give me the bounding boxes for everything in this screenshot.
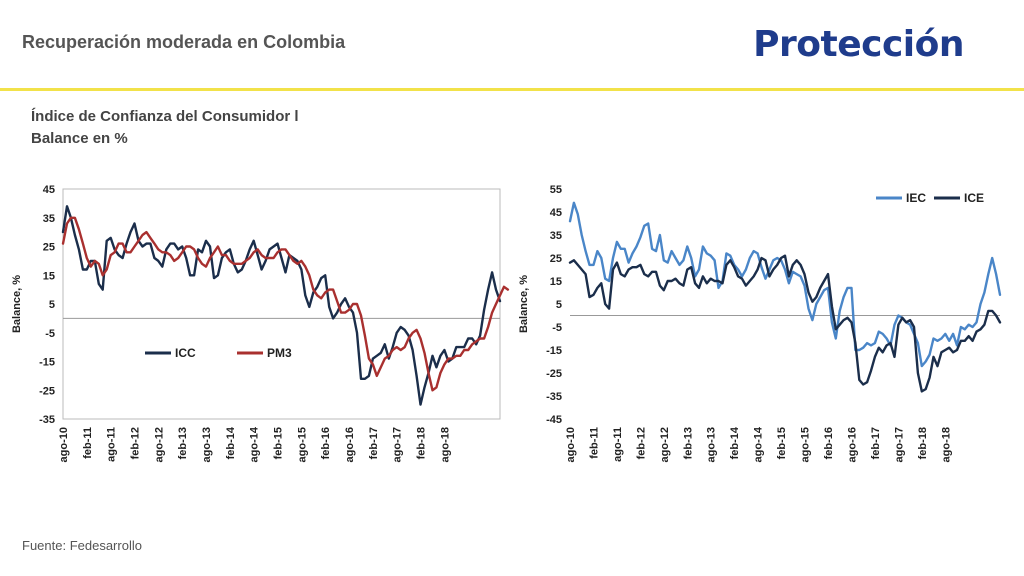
x-tick-label: ago-10 xyxy=(58,427,70,462)
x-tick-label: feb-12 xyxy=(130,427,142,459)
x-tick-label: feb-15 xyxy=(273,427,285,459)
plot-frame xyxy=(62,188,501,420)
iec-ice-chart: -45 -35 -25 -15 -5 5 15 25 35 45 55 Balance, % ago-1… xyxy=(518,184,1002,462)
x-tick-label: ago-11 xyxy=(106,427,118,462)
x-tick-label: feb-12 xyxy=(635,427,647,459)
x-tick-label: ago-12 xyxy=(153,427,165,462)
x-tick-label: feb-11 xyxy=(82,427,94,459)
chart-subtitle: Índice de Confianza del Consumidor l Bal… xyxy=(31,106,299,150)
y-tick-label: 45 xyxy=(43,184,55,196)
y-tick-label: 55 xyxy=(550,184,562,196)
y-tick-label: 5 xyxy=(49,299,55,311)
brand-logo: Protección xyxy=(753,24,964,65)
x-tick-label: feb-18 xyxy=(917,427,929,459)
y-tick-label: -35 xyxy=(546,391,562,403)
subtitle-line-1: Índice de Confianza del Consumidor l xyxy=(31,108,299,125)
x-tick-label: feb-14 xyxy=(729,426,741,459)
source-note: Fuente: Fedesarrollo xyxy=(22,538,142,553)
x-tick-label: feb-13 xyxy=(177,427,189,459)
y-tick-label: -15 xyxy=(39,357,55,369)
x-tick-label: feb-14 xyxy=(225,426,237,459)
legend-label-icc: ICC xyxy=(175,346,196,360)
icc-chart: -35 -25 -15 -5 5 15 25 35 45 Balance, % ago-10 feb-… xyxy=(11,184,510,462)
x-tick-label: feb-16 xyxy=(823,427,835,459)
x-tick-label: feb-11 xyxy=(588,427,600,459)
subtitle-line-2: Balance en % xyxy=(31,130,128,147)
y-tick-label: -5 xyxy=(552,322,562,334)
y-tick-label: 5 xyxy=(556,299,562,311)
x-tick-label: ago-15 xyxy=(296,427,308,462)
x-tick-label: ago-18 xyxy=(940,427,952,462)
legend-label-iec: IEC xyxy=(906,191,926,205)
x-tick-label: ago-13 xyxy=(706,427,718,462)
y-tick-label: 35 xyxy=(43,213,55,225)
y-tick-label: -15 xyxy=(546,345,562,357)
x-tick-label: ago-11 xyxy=(612,427,624,462)
y-tick-label: -25 xyxy=(546,368,562,380)
page-title: Recuperación moderada en Colombia xyxy=(22,32,346,52)
x-tick-label: ago-14 xyxy=(753,426,765,462)
x-tick-label: feb-17 xyxy=(368,427,380,459)
series-line-pm3 xyxy=(61,216,510,392)
x-tick-label: ago-16 xyxy=(846,427,858,462)
y-axis-label: Balance, % xyxy=(11,275,23,333)
series-line-icc xyxy=(61,205,502,406)
x-tick-label: feb-13 xyxy=(682,427,694,459)
series-line-ice xyxy=(568,254,1002,393)
x-tick-label: ago-10 xyxy=(565,427,577,462)
y-tick-label: 45 xyxy=(550,207,562,219)
x-tick-label: ago-16 xyxy=(344,427,356,462)
x-tick-label: feb-17 xyxy=(870,427,882,459)
x-tick-label: ago-12 xyxy=(659,427,671,462)
y-axis-label: Balance, % xyxy=(518,275,530,333)
x-tick-label: ago-14 xyxy=(249,426,261,462)
x-tick-label: ago-15 xyxy=(800,427,812,462)
y-tick-label: -25 xyxy=(39,385,55,397)
x-tick-label: feb-15 xyxy=(776,427,788,459)
x-tick-label: feb-18 xyxy=(416,427,428,459)
x-tick-label: ago-13 xyxy=(201,427,213,462)
series-line-iec xyxy=(568,201,1002,368)
y-tick-label: -5 xyxy=(45,328,55,340)
x-tick-label: ago-17 xyxy=(893,427,905,462)
accent-divider xyxy=(0,88,1024,91)
y-tick-label: 25 xyxy=(550,253,562,265)
x-tick-label: ago-17 xyxy=(392,427,404,462)
y-tick-label: 35 xyxy=(550,230,562,242)
y-tick-label: -45 xyxy=(546,414,562,426)
x-tick-label: feb-16 xyxy=(320,427,332,459)
legend-label-ice: ICE xyxy=(964,191,984,205)
legend-label-pm3: PM3 xyxy=(267,346,292,360)
x-tick-label: ago-18 xyxy=(439,427,451,462)
y-tick-label: -35 xyxy=(39,414,55,426)
y-tick-label: 25 xyxy=(43,242,55,254)
y-tick-label: 15 xyxy=(43,270,55,282)
y-tick-label: 15 xyxy=(550,276,562,288)
